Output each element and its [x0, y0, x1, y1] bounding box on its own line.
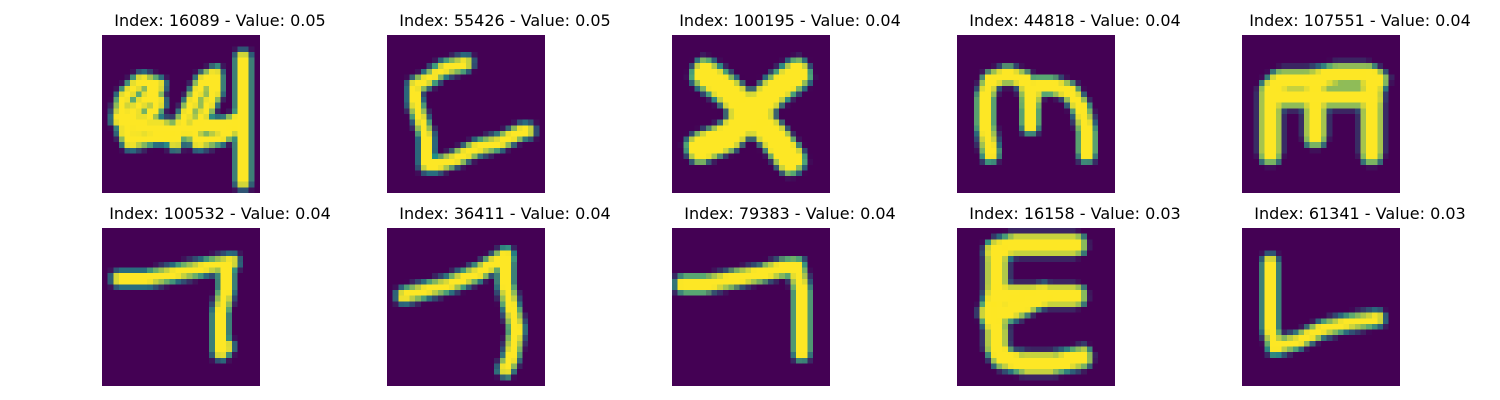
image-panel: Index: 55426 - Value: 0.05 — [360, 11, 650, 197]
image-panel: Index: 16158 - Value: 0.03 — [930, 204, 1220, 390]
panel-title: Index: 36411 - Value: 0.04 — [399, 204, 611, 223]
panel-title: Index: 100195 - Value: 0.04 — [679, 11, 901, 30]
panel-title: Index: 55426 - Value: 0.05 — [399, 11, 611, 30]
image-panel: Index: 16089 - Value: 0.05 — [75, 11, 365, 197]
character-image — [102, 228, 260, 386]
panel-title: Index: 61341 - Value: 0.03 — [1254, 204, 1466, 223]
character-image — [1242, 35, 1400, 193]
image-panel: Index: 107551 - Value: 0.04 — [1215, 11, 1500, 197]
panel-title: Index: 107551 - Value: 0.04 — [1249, 11, 1471, 30]
image-panel: Index: 44818 - Value: 0.04 — [930, 11, 1220, 197]
character-image — [102, 35, 260, 193]
panel-title: Index: 79383 - Value: 0.04 — [684, 204, 896, 223]
image-panel: Index: 100532 - Value: 0.04 — [75, 204, 365, 390]
character-image — [672, 35, 830, 193]
character-image — [1242, 228, 1400, 386]
image-panel: Index: 36411 - Value: 0.04 — [360, 204, 650, 390]
image-panel: Index: 79383 - Value: 0.04 — [645, 204, 935, 390]
character-image — [957, 228, 1115, 386]
character-image — [387, 228, 545, 386]
character-image — [957, 35, 1115, 193]
panel-title: Index: 44818 - Value: 0.04 — [969, 11, 1181, 30]
panel-title: Index: 16158 - Value: 0.03 — [969, 204, 1181, 223]
panel-title: Index: 16089 - Value: 0.05 — [114, 11, 326, 30]
character-image — [672, 228, 830, 386]
panel-title: Index: 100532 - Value: 0.04 — [109, 204, 331, 223]
character-image — [387, 35, 545, 193]
image-panel: Index: 100195 - Value: 0.04 — [645, 11, 935, 197]
image-panel: Index: 61341 - Value: 0.03 — [1215, 204, 1500, 390]
